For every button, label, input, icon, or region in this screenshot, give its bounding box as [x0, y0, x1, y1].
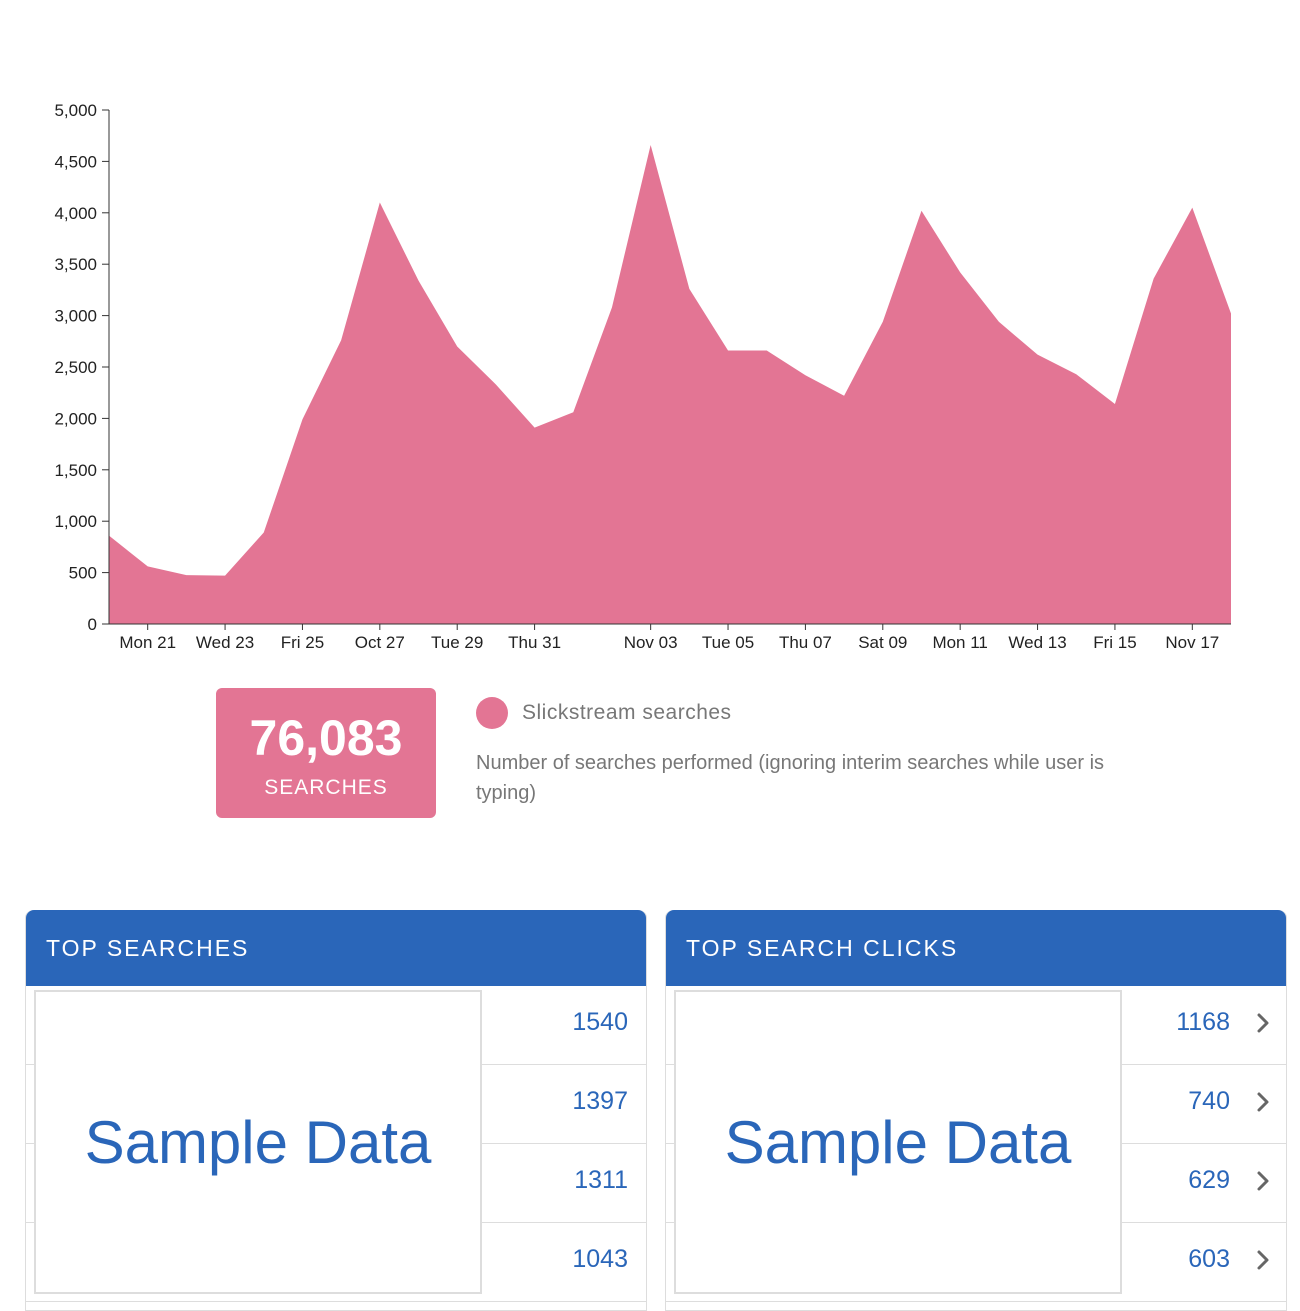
- y-tick-label: 5,000: [54, 101, 97, 120]
- click-count: 629: [1188, 1166, 1230, 1194]
- x-tick-label: Wed 23: [196, 633, 254, 652]
- searches-area-chart: 0 500 1,000 1,500 2,000 2,500 3,000 3,500 4,000 4…: [54, 101, 1231, 652]
- x-tick-label: Thu 31: [508, 633, 561, 652]
- search-count: 1043: [572, 1245, 628, 1273]
- y-tick-label: 4,500: [54, 152, 97, 171]
- click-count: 603: [1188, 1245, 1230, 1273]
- chevron-right-icon[interactable]: [1252, 1087, 1276, 1117]
- sample-data-text: Sample Data: [84, 1108, 432, 1176]
- x-tick-label: Fri 25: [281, 633, 324, 652]
- legend-description: Number of searches performed (ignoring i…: [476, 752, 1105, 804]
- total-searches-label: SEARCHES: [264, 776, 388, 799]
- x-tick-label: Wed 13: [1008, 633, 1066, 652]
- x-tick-label: Fri 15: [1093, 633, 1136, 652]
- total-searches-value: 76,083: [249, 710, 403, 766]
- x-tick-label: Tue 29: [431, 633, 483, 652]
- y-tick-label: 500: [69, 564, 97, 583]
- top-searches-title: TOP SEARCHES: [26, 910, 646, 986]
- sample-data-overlay: Sample Data: [674, 990, 1122, 1294]
- y-tick-label: 0: [88, 615, 97, 634]
- y-tick-label: 3,500: [54, 255, 97, 274]
- x-tick-label: Sat 09: [858, 633, 907, 652]
- total-searches-badge: 76,083 SEARCHES: [216, 688, 436, 818]
- top-searches-panel: TOP SEARCHES 1540 1397 1311 1043 Sample …: [25, 910, 647, 1311]
- y-tick-label: 2,000: [54, 409, 97, 428]
- legend-color-dot: [476, 697, 508, 729]
- y-tick-label: 2,500: [54, 358, 97, 377]
- y-tick-label: 4,000: [54, 204, 97, 223]
- y-tick-label: 1,000: [54, 512, 97, 531]
- x-tick-label: Tue 05: [702, 633, 754, 652]
- search-count: 1397: [572, 1087, 628, 1115]
- sample-data-overlay: Sample Data: [34, 990, 482, 1294]
- top-search-clicks-panel: TOP SEARCH CLICKS 1168 740 629 603 Sampl…: [665, 910, 1287, 1311]
- y-tick-label: 3,000: [54, 307, 97, 326]
- chevron-right-icon[interactable]: [1252, 1166, 1276, 1196]
- legend-series-name: Slickstream searches: [522, 701, 732, 724]
- series-area: [109, 144, 1231, 624]
- click-count: 1168: [1176, 1008, 1230, 1036]
- search-count: 1540: [572, 1008, 628, 1036]
- search-count: 1311: [574, 1166, 628, 1194]
- x-tick-label: Nov 03: [624, 633, 678, 652]
- click-count: 740: [1188, 1087, 1230, 1115]
- chevron-right-icon[interactable]: [1252, 1008, 1276, 1038]
- x-tick-label: Oct 27: [355, 633, 405, 652]
- x-tick-label: Thu 07: [779, 633, 832, 652]
- y-tick-label: 1,500: [54, 461, 97, 480]
- chevron-right-icon[interactable]: [1252, 1245, 1276, 1275]
- chart-legend: Slickstream searches Number of searches …: [476, 696, 1116, 808]
- sample-data-text: Sample Data: [724, 1108, 1072, 1176]
- top-search-clicks-title: TOP SEARCH CLICKS: [666, 910, 1286, 986]
- x-tick-label: Nov 17: [1165, 633, 1219, 652]
- x-tick-label: Mon 21: [119, 633, 176, 652]
- x-tick-label: Mon 11: [932, 633, 987, 652]
